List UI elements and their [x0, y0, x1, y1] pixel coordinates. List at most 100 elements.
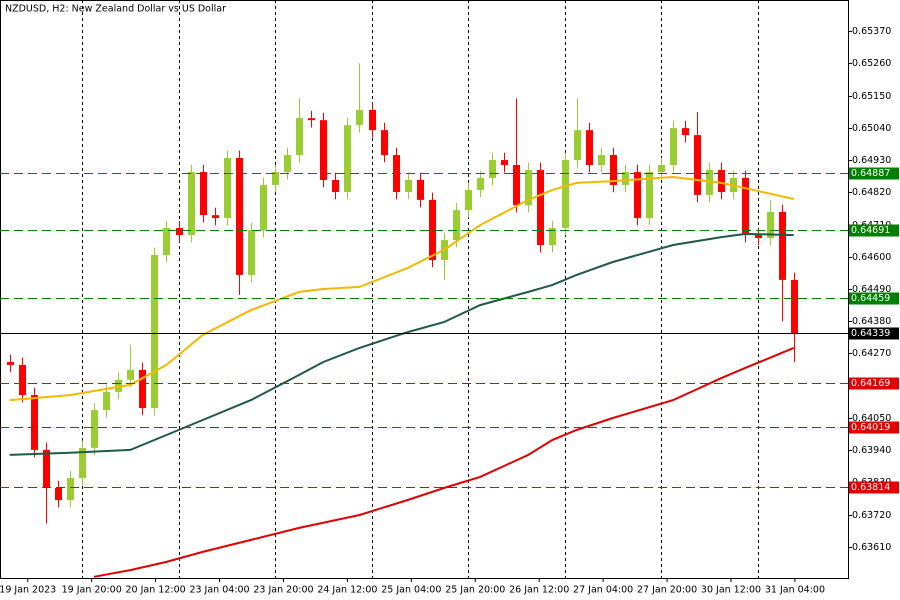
candle-body [658, 165, 665, 173]
candle-body [67, 478, 74, 501]
candle-body [513, 165, 520, 206]
y-tick-label: 0.65150 [852, 91, 891, 102]
level-label-box [849, 327, 899, 340]
x-tick-label: 25 Jan 20:00 [445, 585, 505, 596]
x-tick-label: 31 Jan 04:00 [765, 585, 825, 596]
candle-body [212, 215, 219, 219]
candle-body [272, 172, 279, 185]
candle-body [224, 157, 231, 219]
level-label-box [849, 224, 899, 237]
candle-body [344, 125, 351, 192]
y-tick-label: 0.64380 [852, 316, 891, 327]
candle-body [718, 170, 725, 192]
moving-average [93, 346, 795, 578]
x-tick-label: 20 Jan 12:00 [126, 585, 186, 596]
level-label: 0.63814 [851, 482, 890, 493]
y-tick-label: 0.63610 [852, 542, 891, 553]
candle-body [779, 211, 786, 280]
candle-body [248, 230, 255, 275]
x-tick-label: 26 Jan 12:00 [509, 585, 569, 596]
y-tick-label: 0.64600 [852, 252, 891, 263]
candle-body [742, 177, 749, 236]
candle-body [79, 447, 86, 479]
x-tick-label: 23 Jan 20:00 [253, 585, 313, 596]
candle-body [91, 410, 98, 448]
candle-body [188, 172, 195, 236]
candle-body [55, 488, 62, 501]
candle-body [284, 155, 291, 173]
x-tick-label: 19 Jan 20:00 [62, 585, 122, 596]
moving-average [9, 232, 794, 456]
candle-body [7, 361, 14, 365]
candle-body [646, 172, 653, 219]
candle-body [562, 160, 569, 229]
candle-body [151, 255, 158, 408]
candle-body [308, 118, 315, 121]
candle-body [610, 155, 617, 185]
candle-body [405, 179, 412, 192]
y-tick-label: 0.64820 [852, 187, 891, 198]
candle-body [574, 130, 581, 161]
candle-body [320, 120, 327, 180]
candle-body [537, 170, 544, 246]
y-tick-label: 0.64050 [852, 413, 891, 424]
level-label: 0.64019 [851, 422, 890, 433]
candle-body [791, 279, 798, 334]
x-tick-label: 24 Jan 12:00 [317, 585, 377, 596]
x-tick-label: 27 Jan 20:00 [637, 585, 697, 596]
level-label-box [849, 421, 899, 434]
candle-body [19, 364, 26, 396]
candle-body [139, 369, 146, 408]
x-tick-label: 25 Jan 04:00 [381, 585, 441, 596]
candle-body [586, 130, 593, 166]
candle-body [465, 189, 472, 211]
y-tick-label: 0.64270 [852, 348, 891, 359]
y-tick-label: 0.63720 [852, 510, 891, 521]
candle-body [670, 128, 677, 166]
candle-body [127, 369, 134, 380]
candle-body [43, 449, 50, 489]
candle-body [549, 228, 556, 246]
x-tick-label: 27 Jan 04:00 [573, 585, 633, 596]
level-label-box [849, 167, 899, 180]
candle-body [767, 211, 774, 238]
candle-body [598, 155, 605, 166]
x-tick-label: 23 Jan 04:00 [189, 585, 249, 596]
x-tick-label: 19 Jan 2023 [0, 585, 56, 596]
candle-body [260, 184, 267, 231]
candle-body [622, 172, 629, 185]
candle-body [296, 118, 303, 156]
candle-body [634, 172, 641, 219]
level-label: 0.64339 [851, 328, 890, 339]
candle-body [525, 170, 532, 206]
y-tick-label: 0.65370 [852, 26, 891, 37]
candle-body [356, 109, 363, 126]
y-tick-label: 0.65260 [852, 58, 891, 69]
level-label: 0.64691 [851, 225, 890, 236]
candle-body [694, 135, 701, 195]
candle-body [332, 179, 339, 192]
y-tick-label: 0.64490 [852, 284, 891, 295]
candle-body [477, 177, 484, 190]
candle-body [176, 228, 183, 236]
level-label-box [849, 377, 899, 390]
candle-body [369, 109, 376, 131]
candle-body [429, 199, 436, 260]
candle-body [417, 179, 424, 200]
y-tick-label: 0.64930 [852, 155, 891, 166]
candle-body [381, 130, 388, 156]
candle-body [501, 160, 508, 166]
candle-body [31, 395, 38, 450]
candle-body [755, 235, 762, 238]
candle-body [200, 172, 207, 216]
candle-body [236, 157, 243, 275]
chart-title: NZDUSD, H2: New Zealand Dollar vs US Dol… [5, 4, 226, 15]
level-label: 0.64887 [851, 168, 890, 179]
candle-body [489, 160, 496, 178]
candle-body [453, 210, 460, 241]
x-tick-label: 30 Jan 12:00 [701, 585, 761, 596]
level-label: 0.64169 [851, 378, 890, 389]
level-label-box [849, 481, 899, 494]
